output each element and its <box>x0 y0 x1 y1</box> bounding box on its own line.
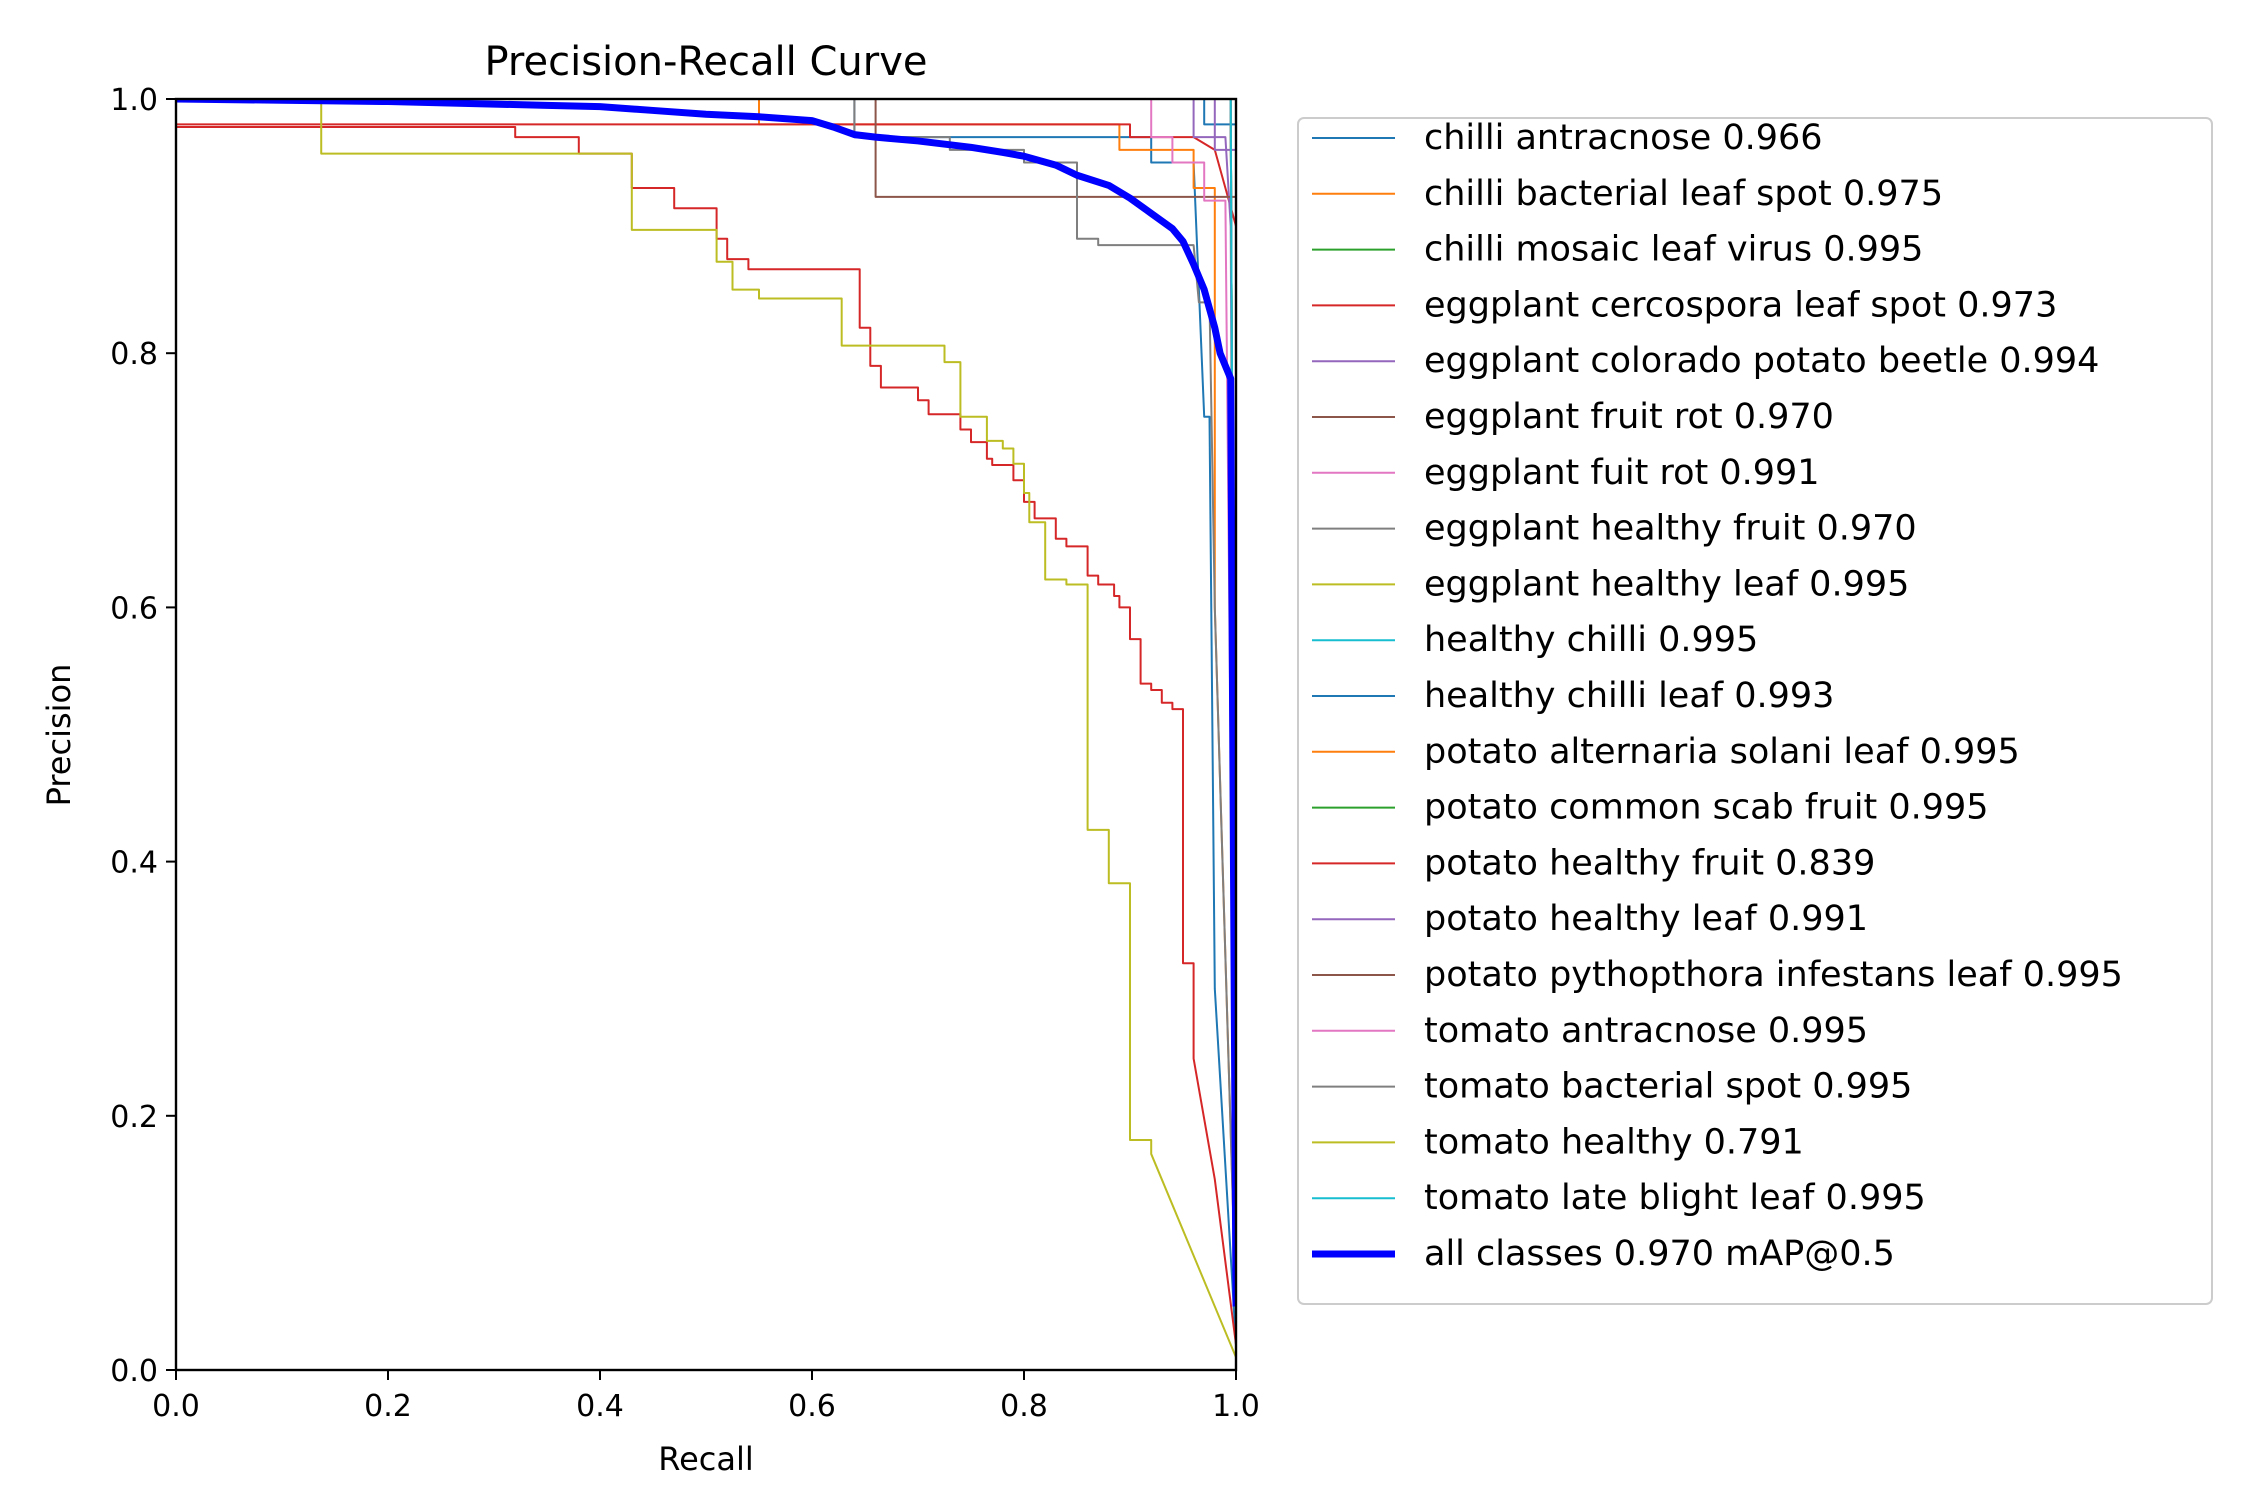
legend-label: eggplant healthy leaf 0.995 <box>1424 564 1909 604</box>
y-axis-label: Precision <box>40 664 78 807</box>
series-line-8 <box>176 99 1236 1307</box>
series-line-5 <box>176 99 1236 1307</box>
legend-label: tomato bacterial spot 0.995 <box>1424 1067 1912 1107</box>
legend-label: chilli bacterial leaf spot 0.975 <box>1424 174 1943 214</box>
x-tick-label: 0.2 <box>364 1389 412 1424</box>
series-line-6 <box>176 99 1236 1307</box>
series-line-4 <box>176 99 1236 1307</box>
y-tick-label: 1.0 <box>110 83 158 118</box>
legend-label: eggplant healthy fruit 0.970 <box>1424 509 1917 549</box>
x-tick-label: 1.0 <box>1212 1389 1260 1424</box>
legend-label: eggplant colorado potato beetle 0.994 <box>1424 341 2099 381</box>
series-line-14 <box>176 99 1236 1307</box>
y-tick-label: 0.8 <box>110 337 158 372</box>
chart-title: Precision-Recall Curve <box>485 39 928 85</box>
x-axis: 0.0 0.2 0.4 0.6 0.8 1.0 <box>152 1370 1260 1424</box>
series-line-20 <box>176 99 1236 1307</box>
legend-label: potato alternaria solani leaf 0.995 <box>1424 732 2020 772</box>
legend-label: chilli antracnose 0.966 <box>1424 118 1823 158</box>
x-axis-label: Recall <box>658 1440 753 1478</box>
series-line-7 <box>176 99 1236 1307</box>
legend-label: healthy chilli 0.995 <box>1424 620 1758 660</box>
series-line-9 <box>176 99 1236 1307</box>
legend-label: chilli mosaic leaf virus 0.995 <box>1424 230 1923 270</box>
plot-frame <box>174 97 1238 1372</box>
legend-label: potato pythopthora infestans leaf 0.995 <box>1424 955 2123 995</box>
legend-label: tomato antracnose 0.995 <box>1424 1011 1868 1051</box>
series-line-13 <box>176 125 1236 1345</box>
series-line-3 <box>176 123 1236 1307</box>
x-tick-label: 0.8 <box>1000 1389 1048 1424</box>
legend: chilli antracnose 0.966 chilli bacterial … <box>1297 117 2213 1305</box>
y-tick-label: 0.6 <box>110 591 158 626</box>
legend-label: eggplant fuit rot 0.991 <box>1424 453 1820 493</box>
legend-label: potato healthy fruit 0.839 <box>1424 843 1875 883</box>
legend-label: tomato healthy 0.791 <box>1424 1122 1804 1162</box>
x-tick-label: 0.0 <box>152 1389 200 1424</box>
y-tick-label: 0.4 <box>110 846 158 881</box>
series-line-19 <box>176 99 1236 1307</box>
series-line-18 <box>176 99 1236 1358</box>
series-line-16 <box>176 99 1236 1307</box>
series-line-17 <box>176 99 1236 1307</box>
legend-label: healthy chilli leaf 0.993 <box>1424 676 1834 716</box>
legend-label: eggplant cercospora leaf spot 0.973 <box>1424 285 2057 325</box>
legend-label: potato common scab fruit 0.995 <box>1424 788 1989 828</box>
y-tick-label: 0.0 <box>110 1354 158 1389</box>
y-tick-label: 0.2 <box>110 1100 158 1135</box>
legend-label: eggplant fruit rot 0.970 <box>1424 397 1834 437</box>
series-layer <box>176 99 1236 1358</box>
series-line-1 <box>176 99 1236 1307</box>
series-line-11 <box>176 99 1236 1307</box>
legend-label: tomato late blight leaf 0.995 <box>1424 1178 1926 1218</box>
series-line-15 <box>176 99 1236 1307</box>
series-line-12 <box>176 99 1236 1307</box>
series-line-2 <box>176 99 1236 1307</box>
x-tick-label: 0.4 <box>576 1389 624 1424</box>
x-tick-label: 0.6 <box>788 1389 836 1424</box>
legend-label: all classes 0.970 mAP@0.5 <box>1424 1234 1895 1274</box>
legend-label: potato healthy leaf 0.991 <box>1424 899 1868 939</box>
legend-frame <box>1297 117 2213 1305</box>
y-axis: 0.0 0.2 0.4 0.6 0.8 1.0 <box>110 83 176 1389</box>
series-line-0 <box>176 99 1236 1345</box>
series-line-10 <box>176 99 1236 1307</box>
